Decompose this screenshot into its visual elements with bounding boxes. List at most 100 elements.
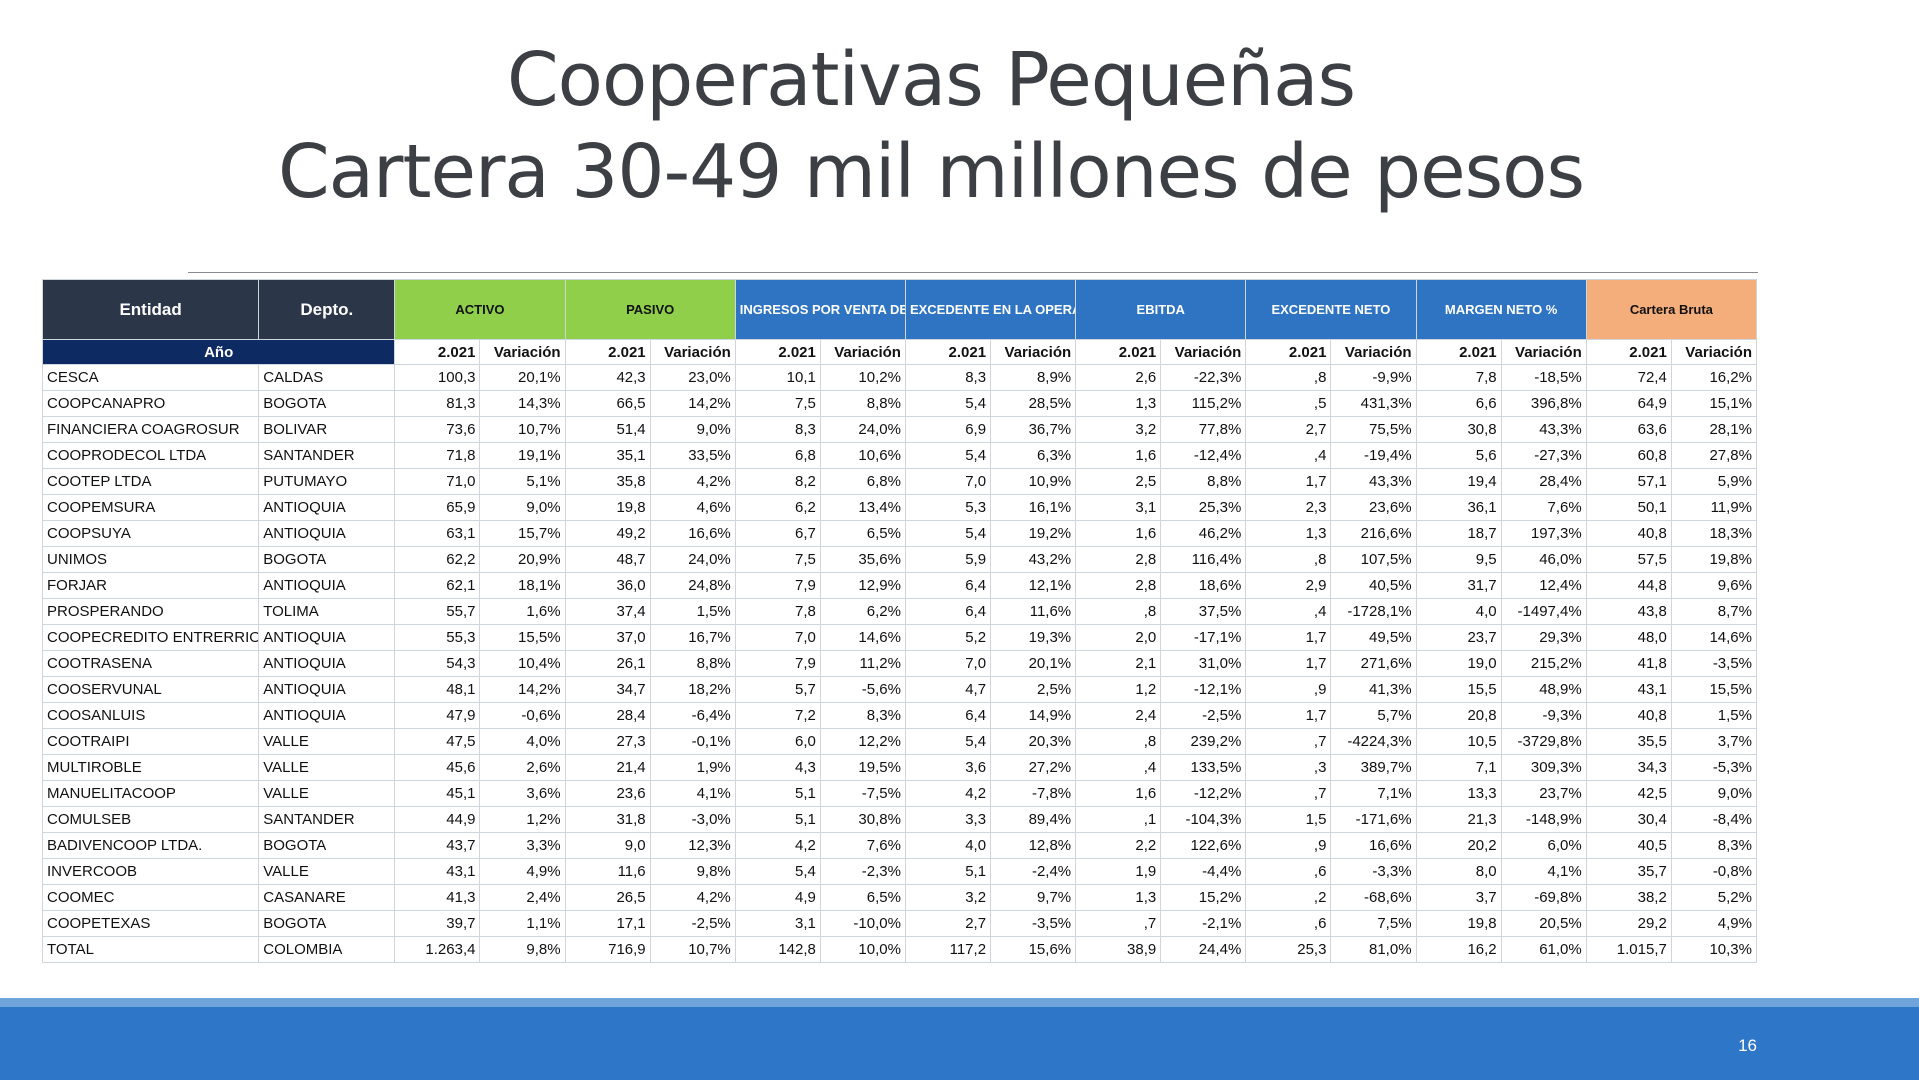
cell-value: 54,3 [394,650,481,677]
cell-value: 18,1% [479,572,566,599]
cell-value: 6,8% [819,468,906,495]
cell-value: 25,3 [1245,936,1332,963]
cell-entidad: MANUELITACOOP [41,780,260,807]
cell-value: 23,6% [1330,494,1417,521]
cell-value: 216,6% [1330,520,1417,547]
cell-value: 14,6% [1670,624,1758,651]
cell-value: 16,2% [1670,364,1758,391]
cell-value: -9,9% [1330,364,1417,391]
cell-value: 19,0 [1415,650,1502,677]
cell-value: 5,1 [734,780,821,807]
cell-value: 117,2 [904,936,992,963]
cell-value: ,5 [1245,390,1332,417]
table-row: CESCA CALDAS 100,3 20,1% 42,3 23,0% 10,1 10,2% 8… [41,364,1758,391]
cell-value: 51,4 [564,416,651,443]
slide-title: Cooperativas Pequeñas Cartera 30-49 mil … [0,34,1862,218]
header-depto: Depto. [258,279,396,340]
cell-entidad: INVERCOOB [41,858,260,885]
cell-value: -2,3% [819,858,906,885]
cell-depto: ANTIOQUIA [258,702,396,729]
cell-value: 2,8 [1075,572,1162,599]
cell-value: 5,2 [904,624,992,651]
cell-value: 4,9% [1670,910,1758,937]
header-variacion: Variación [1670,339,1758,365]
cell-value: 4,2% [649,884,736,911]
cell-value: 15,5 [1415,676,1502,703]
cell-value: 36,7% [990,416,1077,443]
cell-entidad: COOSANLUIS [41,702,260,729]
cell-entidad: MULTIROBLE [41,754,260,781]
cell-value: 61,0% [1500,936,1587,963]
cell-value: 8,7% [1670,598,1758,625]
cell-value: 7,2 [734,702,821,729]
header-variacion: Variación [1160,339,1247,365]
cell-value: 5,7% [1330,702,1417,729]
cell-value: 6,6 [1415,390,1502,417]
cell-value: 41,3 [394,884,481,911]
cell-value: 11,6% [990,598,1077,625]
cell-entidad: COOPRODECOL LTDA [41,442,260,469]
cell-value: -1728,1% [1330,598,1417,625]
footer-bar [0,1007,1919,1080]
table-row: COOPECREDITO ENTRERRIOS ANTIOQUIA 55,3 15,5… [41,624,1758,651]
cell-value: 43,3% [1330,468,1417,495]
cell-value: -27,3% [1500,442,1587,469]
cell-value: 19,8 [564,494,651,521]
cell-value: -7,8% [990,780,1077,807]
cell-value: -5,6% [819,676,906,703]
cell-value: 10,3% [1670,936,1758,963]
cell-value: 23,6 [564,780,651,807]
cell-value: 38,9 [1075,936,1162,963]
header-year: 2.021 [394,339,481,365]
cell-value: 8,3 [904,364,992,391]
cell-value: 7,9 [734,572,821,599]
cell-value: 20,5% [1500,910,1587,937]
cell-value: 40,5% [1330,572,1417,599]
cell-value: 15,7% [479,520,566,547]
cell-value: 44,9 [394,806,481,833]
cell-value: 24,4% [1160,936,1247,963]
header-year: 2.021 [904,339,992,365]
header-variacion: Variación [990,339,1077,365]
cell-value: 27,8% [1670,442,1758,469]
cell-entidad: TOTAL [41,936,260,963]
header-variacion: Variación [649,339,736,365]
cell-value: 6,4 [904,598,992,625]
cell-value: -4,4% [1160,858,1247,885]
header-group: EBITDA [1075,279,1247,340]
cell-value: 5,4 [734,858,821,885]
cell-value: 5,1 [734,806,821,833]
cell-value: 6,0 [734,728,821,755]
cell-value: ,6 [1245,858,1332,885]
cell-value: 1,6 [1075,520,1162,547]
cell-value: 6,9 [904,416,992,443]
cell-value: -3,5% [990,910,1077,937]
cell-value: 9,0% [649,416,736,443]
cell-depto: BOGOTA [258,390,396,417]
cell-depto: COLOMBIA [258,936,396,963]
cell-value: ,9 [1245,676,1332,703]
header-year: 2.021 [1415,339,1502,365]
cell-value: 142,8 [734,936,821,963]
cell-value: 7,5 [734,546,821,573]
cell-value: -22,3% [1160,364,1247,391]
cell-value: 1,7 [1245,624,1332,651]
table-row: BADIVENCOOP LTDA. BOGOTA 43,7 3,3% 9,0 12,3% 4… [41,832,1758,859]
cell-value: 34,3 [1585,754,1672,781]
cell-value: 9,0% [479,494,566,521]
cell-value: 4,0 [904,832,992,859]
cell-value: 47,9 [394,702,481,729]
cell-value: 43,1 [1585,676,1672,703]
cell-value: ,8 [1245,546,1332,573]
cell-depto: VALLE [258,780,396,807]
cell-entidad: FORJAR [41,572,260,599]
cell-depto: SANTANDER [258,806,396,833]
cell-value: 116,4% [1160,546,1247,573]
cell-value: 31,8 [564,806,651,833]
cell-value: 44,8 [1585,572,1672,599]
cell-value: 115,2% [1160,390,1247,417]
cell-value: 21,3 [1415,806,1502,833]
cell-value: 7,9 [734,650,821,677]
cell-value: 31,0% [1160,650,1247,677]
cell-value: 24,8% [649,572,736,599]
